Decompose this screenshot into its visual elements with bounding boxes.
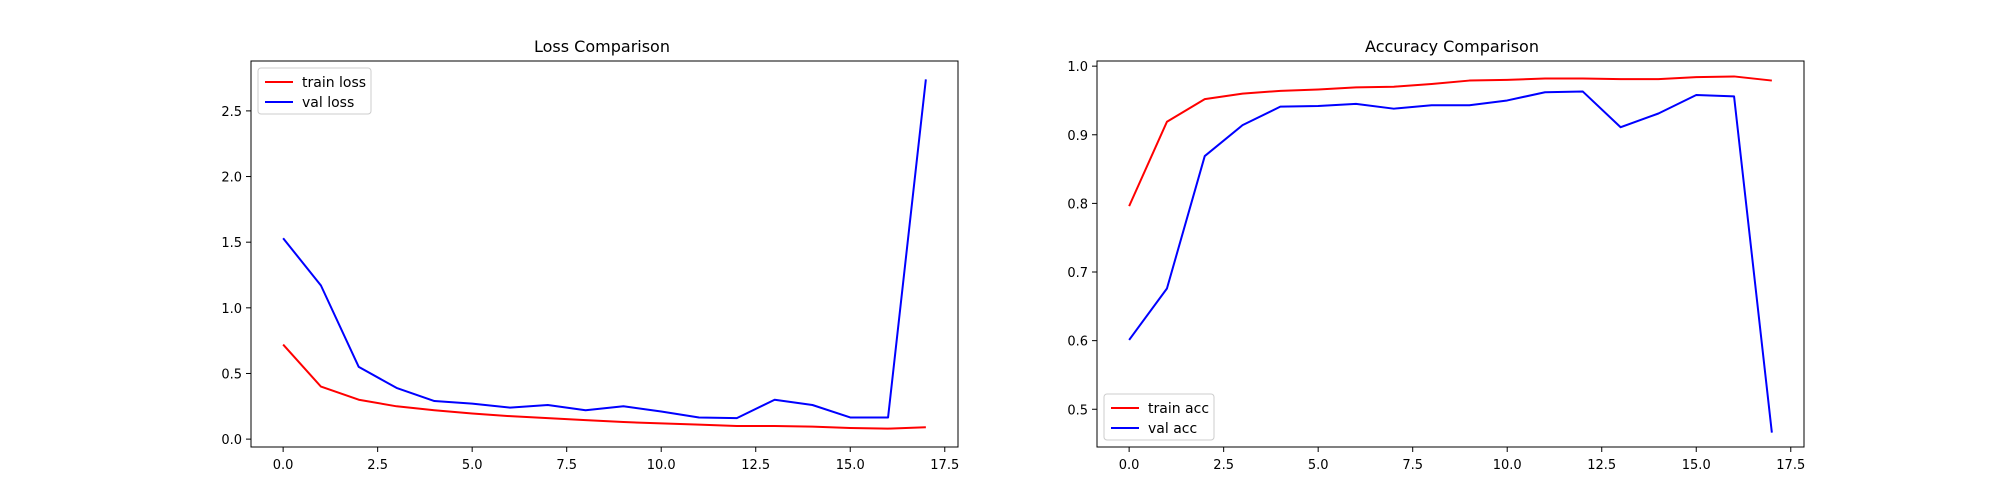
x-tick-label: 15.0 xyxy=(836,458,865,473)
x-tick-label: 7.5 xyxy=(556,458,577,473)
chart-title: Loss Comparison xyxy=(534,37,670,56)
y-tick-label: 1.0 xyxy=(221,302,242,317)
axes-frame xyxy=(250,60,959,448)
loss-comparison-chart: Loss Comparison 0.0 2.5 5.0 7.5 10.0 12.5 15.0… xyxy=(221,37,959,473)
series-line-val-acc xyxy=(1128,90,1773,433)
axes-frame xyxy=(1096,60,1805,448)
y-tick-label: 0.9 xyxy=(1067,129,1088,144)
x-tick-label: 10.0 xyxy=(1493,458,1522,473)
y-tick-label: 1.0 xyxy=(1067,60,1088,75)
x-tick-label: 12.5 xyxy=(741,458,770,473)
legend-label: val acc xyxy=(1148,421,1197,437)
x-tick-label: 15.0 xyxy=(1682,458,1711,473)
y-tick-label: 0.8 xyxy=(1067,197,1088,212)
x-tick-label: 0.0 xyxy=(1119,458,1140,473)
legend-label: train loss xyxy=(302,75,366,91)
legend-label: train acc xyxy=(1148,401,1209,417)
x-tick-label: 17.5 xyxy=(930,458,959,473)
legend-label: val loss xyxy=(302,95,354,111)
x-tick-label: 2.5 xyxy=(1213,458,1234,473)
accuracy-comparison-chart: Accuracy Comparison 0.0 2.5 5.0 7.5 10.0 12.5… xyxy=(1067,37,1805,473)
series-line-val-loss xyxy=(282,79,927,420)
x-tick-label: 5.0 xyxy=(1308,458,1329,473)
y-tick-label: 0.6 xyxy=(1067,335,1088,350)
x-tick-label: 7.5 xyxy=(1402,458,1423,473)
legend: train acc val acc xyxy=(1103,393,1215,441)
y-tick-label: 0.7 xyxy=(1067,266,1088,281)
series-line-train-loss xyxy=(282,343,926,430)
chart-title: Accuracy Comparison xyxy=(1365,37,1539,56)
x-tick-label: 12.5 xyxy=(1587,458,1616,473)
y-tick-label: 2.0 xyxy=(221,171,242,186)
legend: train loss val loss xyxy=(257,67,372,115)
y-tick-label: 0.5 xyxy=(221,367,242,382)
y-tick-label: 1.5 xyxy=(221,236,242,251)
x-tick-label: 0.0 xyxy=(273,458,294,473)
x-tick-label: 10.0 xyxy=(647,458,676,473)
series-line-train-acc xyxy=(1128,75,1772,207)
x-tick-label: 17.5 xyxy=(1776,458,1805,473)
x-tick-label: 2.5 xyxy=(367,458,388,473)
y-tick-label: 0.5 xyxy=(1067,403,1088,418)
x-tick-label: 5.0 xyxy=(462,458,483,473)
y-tick-label: 2.5 xyxy=(221,105,242,120)
y-tick-label: 0.0 xyxy=(221,433,242,448)
